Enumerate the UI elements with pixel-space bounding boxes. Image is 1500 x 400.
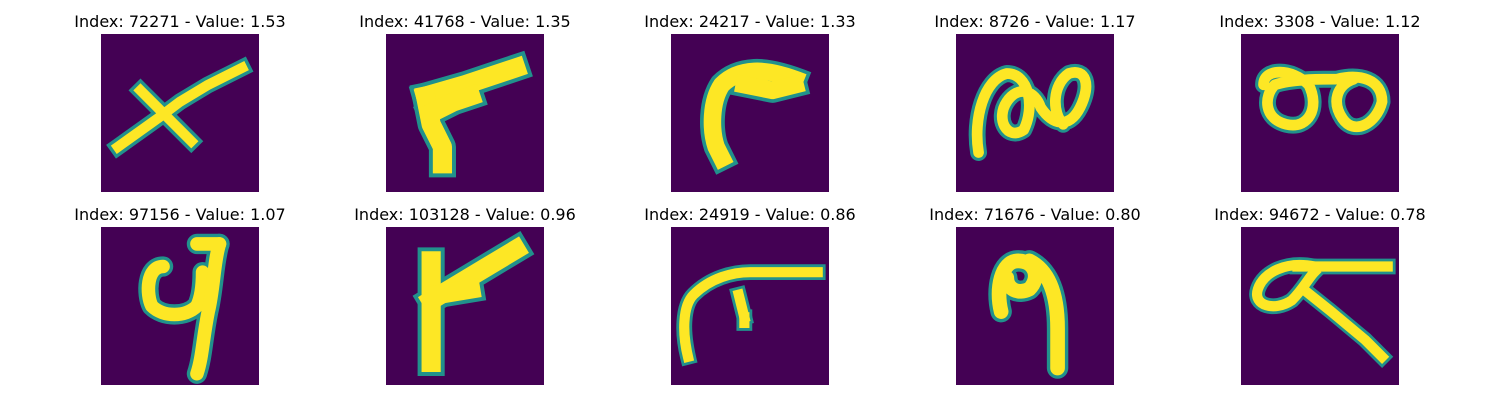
panel-1: Index: 72271 - Value: 1.53: [60, 12, 300, 192]
panel-title: Index: 71676 - Value: 0.80: [929, 205, 1141, 224]
panel-7: Index: 103128 - Value: 0.96: [345, 205, 585, 385]
panel-9: Index: 71676 - Value: 0.80: [915, 205, 1155, 385]
double-loop-stroke-image: [956, 34, 1114, 192]
panel-title: Index: 97156 - Value: 1.07: [74, 205, 286, 224]
panel-3: Index: 24217 - Value: 1.33: [630, 12, 870, 192]
x-shaped-stroke-image: [101, 34, 259, 192]
panel-title: Index: 24919 - Value: 0.86: [644, 205, 856, 224]
panel-title: Index: 41768 - Value: 1.35: [359, 12, 571, 31]
panel-title: Index: 72271 - Value: 1.53: [74, 12, 286, 31]
infinity-loop-stroke-image: [1241, 34, 1399, 192]
panel-title: Index: 94672 - Value: 0.78: [1214, 205, 1426, 224]
panel-6: Index: 97156 - Value: 1.07: [60, 205, 300, 385]
looped-hook-stroke-image: [101, 227, 259, 385]
panel-title: Index: 24217 - Value: 1.33: [644, 12, 856, 31]
panel-4: Index: 8726 - Value: 1.17: [915, 12, 1155, 192]
panel-2: Index: 41768 - Value: 1.35: [345, 12, 585, 192]
panel-5: Index: 3308 - Value: 1.12: [1200, 12, 1440, 192]
curved-c-stroke-image: [671, 34, 829, 192]
panel-8: Index: 24919 - Value: 0.86: [630, 205, 870, 385]
panel-title: Index: 3308 - Value: 1.12: [1219, 12, 1421, 31]
branching-stroke-image: [671, 227, 829, 385]
panel-10: Index: 94672 - Value: 0.78: [1200, 205, 1440, 385]
hooked-stroke-image: [386, 34, 544, 192]
nine-like-stroke-image: [956, 227, 1114, 385]
panel-title: Index: 8726 - Value: 1.17: [934, 12, 1136, 31]
panel-title: Index: 103128 - Value: 0.96: [354, 205, 576, 224]
angled-flag-stroke-image: [386, 227, 544, 385]
loop-with-tail-stroke-image: [1241, 227, 1399, 385]
